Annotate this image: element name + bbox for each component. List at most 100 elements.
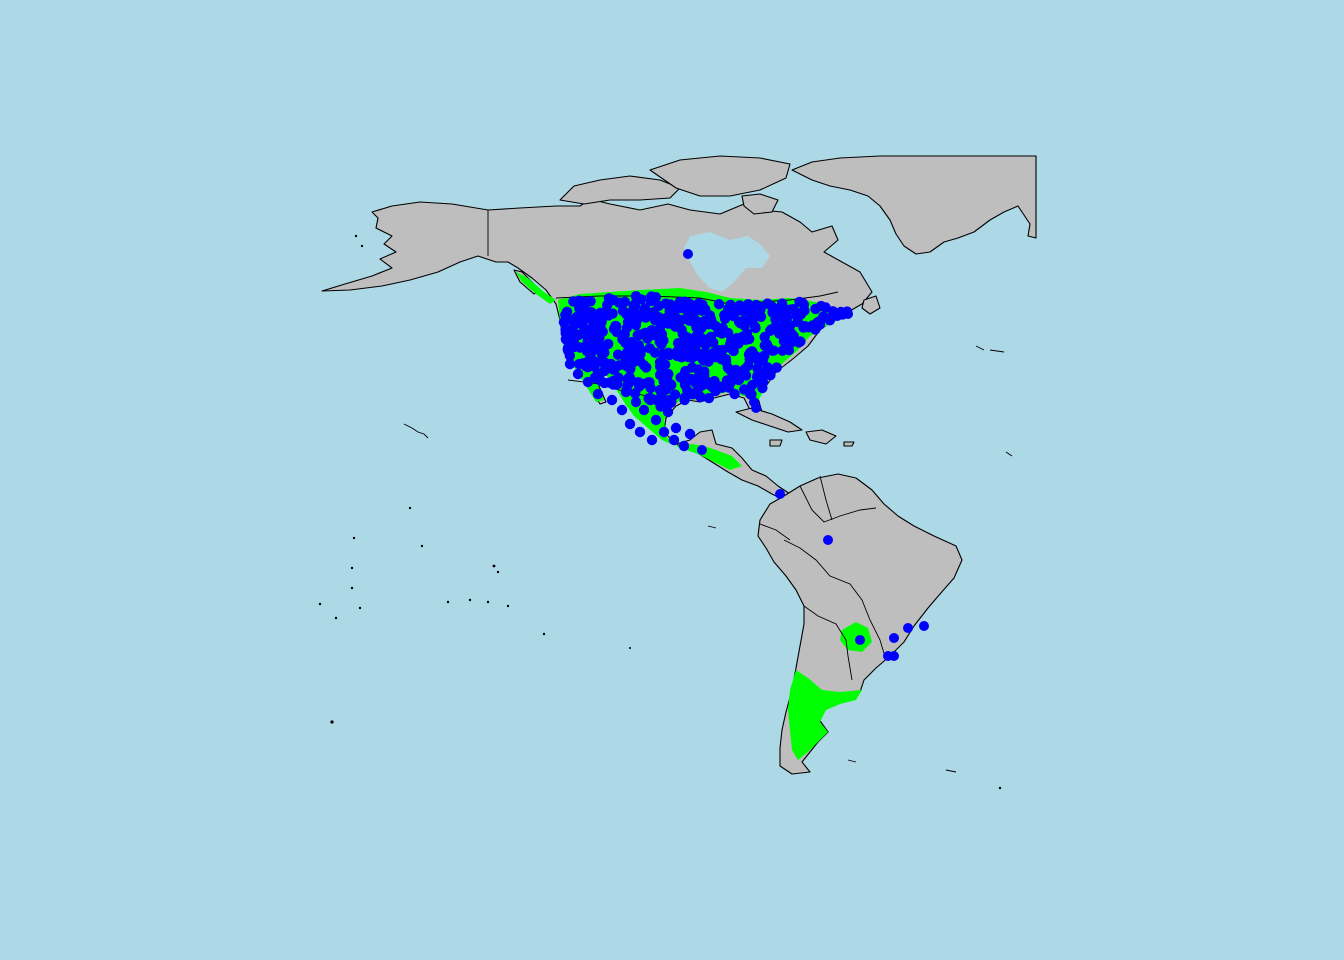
pacific-island — [492, 564, 496, 568]
occurrence-point — [596, 349, 608, 360]
occurrence-point — [833, 309, 843, 319]
occurrence-point — [771, 362, 782, 373]
occurrence-point — [661, 373, 673, 384]
occurrence-point — [919, 621, 929, 631]
occurrence-point — [670, 422, 682, 434]
occurrence-point — [638, 404, 650, 416]
occurrence-point — [634, 426, 646, 438]
occurrence-point — [579, 322, 590, 334]
arctic-islands — [649, 155, 791, 197]
pacific-island — [542, 632, 546, 636]
occurrence-point — [757, 354, 768, 366]
occurrence-point — [691, 330, 702, 342]
newfoundland — [861, 295, 881, 315]
occurrence-point — [606, 394, 618, 406]
occurrence-point — [654, 323, 665, 334]
occurrence-point — [783, 344, 795, 356]
occurrence-point — [660, 349, 671, 360]
occurrence-point — [750, 322, 761, 334]
occurrence-point — [564, 358, 576, 370]
occurrence-point — [889, 633, 899, 643]
occurrence-point — [564, 350, 576, 361]
occurrence-point — [774, 328, 785, 339]
occurrence-point — [643, 377, 654, 388]
occurrence-point — [672, 338, 684, 349]
occurrence-point — [574, 358, 585, 370]
occurrence-point — [619, 296, 630, 307]
bermuda — [975, 345, 1005, 353]
occurrence-point — [646, 295, 657, 306]
occurrence-point — [678, 440, 690, 452]
occurrence-point — [770, 308, 782, 320]
occurrence-point — [602, 309, 613, 320]
occurrence-point — [560, 334, 572, 345]
occurrence-point — [688, 309, 699, 320]
occurrence-point — [612, 378, 623, 390]
occurrence-point — [693, 378, 705, 389]
occurrence-point — [633, 309, 645, 320]
occurrence-point — [823, 535, 833, 545]
occurrence-point — [803, 322, 814, 333]
pacific-island — [506, 604, 510, 608]
occurrence-point — [692, 347, 703, 359]
occurrence-point — [622, 317, 634, 328]
occurrence-point — [597, 341, 608, 352]
jamaica — [769, 439, 783, 447]
greenland-landmass — [791, 155, 1037, 255]
occurrence-point — [630, 396, 642, 408]
occurrence-point — [644, 343, 655, 354]
occurrence-point — [666, 396, 677, 407]
hudson-bay — [684, 232, 770, 292]
occurrence-point — [747, 379, 758, 391]
occurrence-point — [654, 357, 666, 368]
occurrence-point — [708, 319, 719, 330]
hawaii-islands — [403, 423, 429, 439]
pacific-island — [408, 506, 412, 510]
occurrence-point — [889, 651, 899, 661]
azores-area — [1005, 451, 1013, 457]
occurrence-point — [581, 297, 592, 308]
occurrence-point — [687, 362, 698, 373]
pacific-island — [420, 544, 424, 548]
occurrence-point — [650, 414, 662, 426]
occurrence-point — [821, 313, 831, 323]
occurrence-point — [654, 384, 666, 396]
occurrence-point — [693, 298, 704, 309]
occurrence-point — [701, 376, 712, 387]
occurrence-point — [669, 311, 681, 322]
occurrence-point — [635, 348, 646, 360]
occurrence-point — [696, 321, 707, 332]
occurrence-point — [705, 331, 717, 342]
border-south-america — [803, 605, 853, 681]
occurrence-point — [725, 299, 736, 310]
occurrence-point — [585, 349, 596, 361]
occurrence-point — [662, 406, 674, 418]
border-south-america — [783, 539, 887, 661]
occurrence-point — [725, 376, 737, 388]
occurrence-point — [728, 345, 739, 357]
occurrence-point — [903, 623, 913, 633]
suitable-range-west-coast — [516, 272, 556, 304]
pacific-island — [350, 566, 354, 570]
pacific-island — [358, 606, 362, 610]
pacific-island — [998, 786, 1002, 790]
occurrence-point — [630, 320, 642, 331]
occurrence-point — [733, 374, 744, 386]
occurrence-point — [762, 298, 773, 309]
occurrence-point — [722, 362, 734, 373]
falklands — [847, 759, 857, 763]
pacific-island — [468, 598, 472, 602]
occurrence-point — [621, 347, 633, 358]
hispaniola — [805, 429, 837, 445]
occurrence-point — [663, 318, 675, 329]
occurrence-point — [619, 329, 630, 340]
occurrence-point — [703, 392, 715, 404]
occurrence-point — [592, 388, 604, 400]
occurrence-point — [759, 331, 770, 343]
occurrence-point — [797, 298, 809, 309]
occurrence-point — [563, 314, 575, 325]
occurrence-point — [674, 296, 685, 308]
occurrence-point — [684, 346, 696, 358]
